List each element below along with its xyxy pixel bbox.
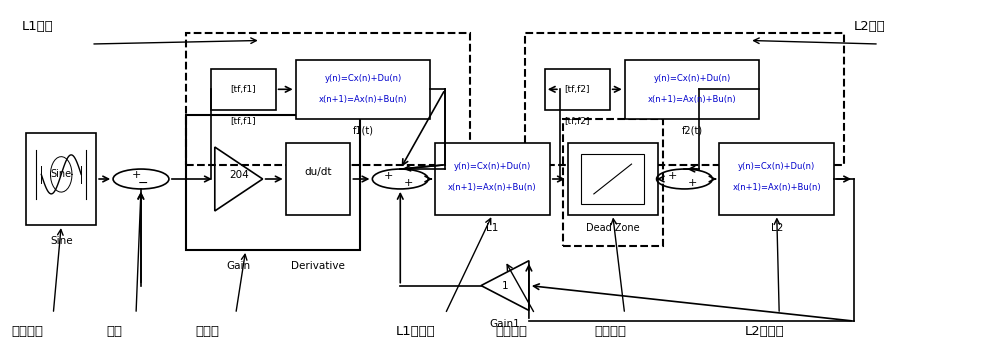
Text: 理想输入: 理想输入 (11, 325, 43, 338)
Text: Dead Zone: Dead Zone (586, 223, 639, 233)
Bar (563, 118, 663, 247)
Text: [tf,f2]: [tf,f2] (565, 117, 590, 126)
Text: du/dt: du/dt (304, 167, 332, 177)
Text: +: + (131, 170, 141, 180)
Text: +: + (668, 171, 677, 181)
Text: f2(t): f2(t) (681, 126, 703, 136)
FancyBboxPatch shape (435, 144, 550, 214)
Text: [tf,f1]: [tf,f1] (230, 117, 256, 126)
Text: y(n)=Cx(n)+Du(n): y(n)=Cx(n)+Du(n) (454, 162, 531, 171)
Text: Sine: Sine (50, 236, 73, 246)
Text: L1故障: L1故障 (21, 20, 53, 33)
Text: y(n)=Cx(n)+Du(n): y(n)=Cx(n)+Du(n) (653, 74, 731, 83)
Text: +: + (384, 171, 393, 181)
FancyBboxPatch shape (26, 133, 96, 225)
Text: f1(t): f1(t) (352, 126, 373, 136)
FancyBboxPatch shape (545, 69, 610, 110)
Bar (186, 115, 360, 250)
Bar (525, 33, 844, 165)
Text: Derivative: Derivative (291, 261, 345, 271)
FancyBboxPatch shape (296, 60, 430, 118)
Bar (186, 33, 470, 165)
Text: y(n)=Cx(n)+Du(n): y(n)=Cx(n)+Du(n) (324, 74, 402, 83)
Text: L2故障: L2故障 (854, 20, 886, 33)
Text: 204: 204 (229, 170, 249, 180)
Text: [tf,f2]: [tf,f2] (565, 85, 590, 94)
Text: −: − (138, 177, 148, 190)
Text: 控制器: 控制器 (196, 325, 220, 338)
Text: Sine: Sine (51, 169, 72, 179)
FancyBboxPatch shape (625, 60, 759, 118)
Text: y(n)=Cx(n)+Du(n): y(n)=Cx(n)+Du(n) (738, 162, 815, 171)
Text: x(n+1)=Ax(n)+Bu(n): x(n+1)=Ax(n)+Bu(n) (732, 183, 821, 192)
Text: +: + (404, 178, 413, 188)
FancyBboxPatch shape (568, 144, 658, 214)
Text: L1: L1 (486, 223, 499, 233)
Text: Gain: Gain (227, 261, 251, 271)
Text: L1子系统: L1子系统 (395, 325, 435, 338)
Text: x(n+1)=Ax(n)+Bu(n): x(n+1)=Ax(n)+Bu(n) (319, 95, 407, 104)
FancyBboxPatch shape (719, 144, 834, 214)
FancyBboxPatch shape (211, 69, 276, 110)
Text: L2: L2 (771, 223, 783, 233)
Text: Gain1: Gain1 (490, 319, 520, 329)
Text: 1: 1 (502, 281, 508, 291)
Text: +: + (688, 178, 697, 188)
Text: [tf,f1]: [tf,f1] (230, 85, 256, 94)
Text: 死区增大: 死区增大 (595, 325, 627, 338)
Text: 反馈增益: 反馈增益 (495, 325, 527, 338)
FancyBboxPatch shape (286, 144, 350, 214)
Text: x(n+1)=Ax(n)+Bu(n): x(n+1)=Ax(n)+Bu(n) (448, 183, 537, 192)
Text: L2子系统: L2子系统 (744, 325, 784, 338)
Text: 求和: 求和 (106, 325, 122, 338)
FancyBboxPatch shape (581, 154, 644, 204)
Text: x(n+1)=Ax(n)+Bu(n): x(n+1)=Ax(n)+Bu(n) (648, 95, 736, 104)
